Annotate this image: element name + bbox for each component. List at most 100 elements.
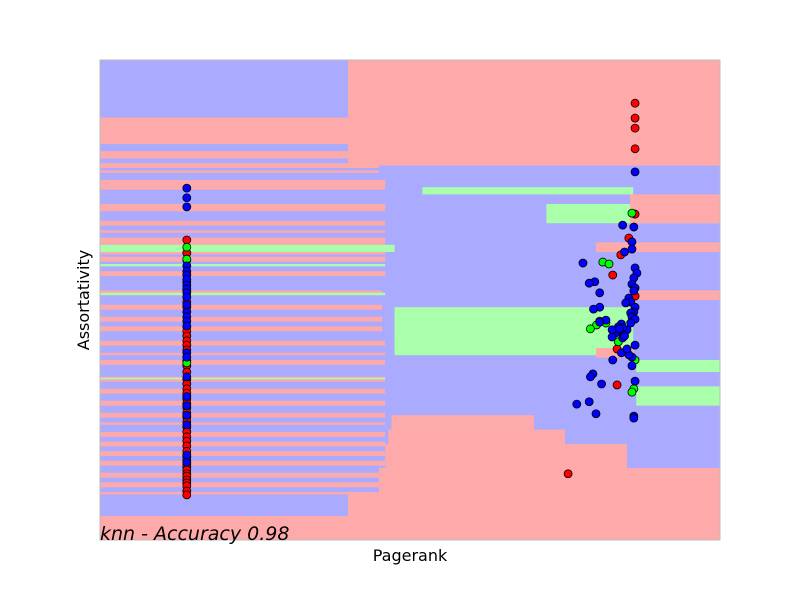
- scatter-point-red: [630, 123, 640, 133]
- decision-region-red: [100, 304, 383, 310]
- decision-region-red: [100, 230, 386, 233]
- decision-region-red: [100, 326, 383, 332]
- scatter-point-blue: [626, 318, 636, 328]
- decision-region-red: [100, 422, 386, 425]
- scatter-point-blue: [589, 304, 598, 314]
- decision-region-red: [388, 429, 565, 444]
- decision-region-red: [100, 492, 386, 495]
- scatter-point-green: [182, 242, 192, 252]
- decision-region-red: [100, 412, 386, 418]
- decision-region-red: [100, 352, 386, 356]
- decision-region-green: [636, 360, 720, 372]
- decision-region-green: [100, 377, 386, 380]
- scatter-point-blue: [572, 399, 582, 409]
- decision-region-red: [100, 256, 386, 262]
- decision-region-red: [596, 242, 720, 252]
- scatter-point-blue: [627, 244, 637, 254]
- decision-region-red: [100, 220, 386, 226]
- decision-region-red: [100, 316, 383, 322]
- scatter-points: [182, 98, 642, 500]
- scatter-point-green: [627, 208, 637, 218]
- scatter-point-blue: [630, 376, 640, 386]
- y-axis-label: Assortativity: [74, 250, 93, 350]
- scatter-point-green: [586, 324, 595, 334]
- decision-region-red: [100, 516, 720, 540]
- scatter-point-blue: [182, 183, 192, 193]
- scatter-point-red: [182, 490, 192, 500]
- accuracy-annotation: knn - Accuracy 0.98: [100, 523, 289, 545]
- scatter-point-red: [612, 380, 622, 390]
- decision-region-red: [100, 170, 379, 173]
- scatter-point-green: [604, 259, 614, 269]
- scatter-point-red: [630, 144, 640, 154]
- decision-region-red: [100, 441, 386, 447]
- scatter-point-blue: [182, 392, 192, 401]
- scatter-point-blue: [627, 361, 637, 371]
- x-axis-label: Pagerank: [373, 546, 448, 565]
- scatter-point-blue: [595, 317, 605, 327]
- plot-area: [99, 59, 721, 541]
- scatter-point-blue: [586, 372, 595, 382]
- decision-region-red: [385, 444, 627, 468]
- scatter-point-blue: [618, 220, 628, 230]
- scatter-point-blue: [182, 292, 192, 302]
- scatter-point-blue: [608, 355, 618, 365]
- decision-region-red: [100, 482, 386, 488]
- plot-frame: [99, 59, 721, 541]
- decision-region-red: [100, 151, 383, 159]
- decision-region-red: [100, 460, 386, 466]
- scatter-point-blue: [182, 410, 192, 420]
- scatter-point-red: [563, 469, 573, 479]
- scatter-point-red: [630, 98, 640, 108]
- decision-region-red: [100, 180, 386, 190]
- decision-region-red: [100, 204, 386, 212]
- scatter-point-blue: [182, 420, 192, 430]
- decision-region-green: [100, 244, 395, 252]
- decision-region-red: [596, 348, 634, 358]
- decision-region-red: [100, 451, 386, 456]
- scatter-point-blue: [630, 340, 640, 350]
- decision-region-red: [565, 468, 720, 516]
- scatter-point-blue: [597, 379, 606, 389]
- decision-region-green: [636, 386, 720, 406]
- scatter-point-blue: [182, 193, 192, 203]
- scatter-point-blue: [182, 300, 192, 310]
- scatter-point-blue: [620, 331, 629, 341]
- scatter-point-blue: [182, 457, 192, 467]
- scatter-point-blue: [182, 401, 192, 411]
- decision-region-red: [391, 415, 534, 430]
- scatter-point-blue: [630, 167, 640, 177]
- decision-region-red: [100, 472, 386, 478]
- scatter-point-blue: [620, 247, 629, 257]
- scatter-point-blue: [621, 298, 631, 308]
- decision-region-red: [100, 432, 386, 437]
- decision-region-red: [636, 290, 720, 300]
- scatter-point-red: [608, 270, 618, 280]
- scatter-point-blue: [629, 413, 639, 423]
- decision-region-green: [100, 264, 386, 267]
- scatter-point-blue: [182, 321, 192, 331]
- scatter-point-blue: [182, 202, 192, 212]
- scatter-point-blue: [629, 222, 639, 232]
- decision-region-red: [100, 340, 386, 346]
- scatter-point-blue: [615, 324, 624, 334]
- scatter-point-green: [627, 387, 637, 397]
- scatter-point-blue: [607, 325, 617, 335]
- scatter-point-red: [630, 113, 640, 123]
- decision-region-red: [100, 271, 386, 276]
- scatter-point-blue: [584, 278, 594, 288]
- scatter-point-blue: [584, 397, 594, 407]
- scatter-point-blue: [578, 258, 588, 268]
- decision-region-red: [630, 194, 720, 224]
- scatter-point-blue: [591, 409, 601, 419]
- scatter-point-blue: [182, 352, 192, 362]
- scatter-point-blue: [182, 372, 192, 382]
- decision-region-red: [100, 400, 386, 406]
- scatter-point-blue: [595, 288, 605, 298]
- decision-region-green: [100, 292, 386, 296]
- decision-regions: [100, 60, 720, 540]
- scatter-point-blue: [622, 344, 632, 354]
- decision-region-red: [100, 388, 386, 394]
- scatter-point-blue: [629, 286, 639, 296]
